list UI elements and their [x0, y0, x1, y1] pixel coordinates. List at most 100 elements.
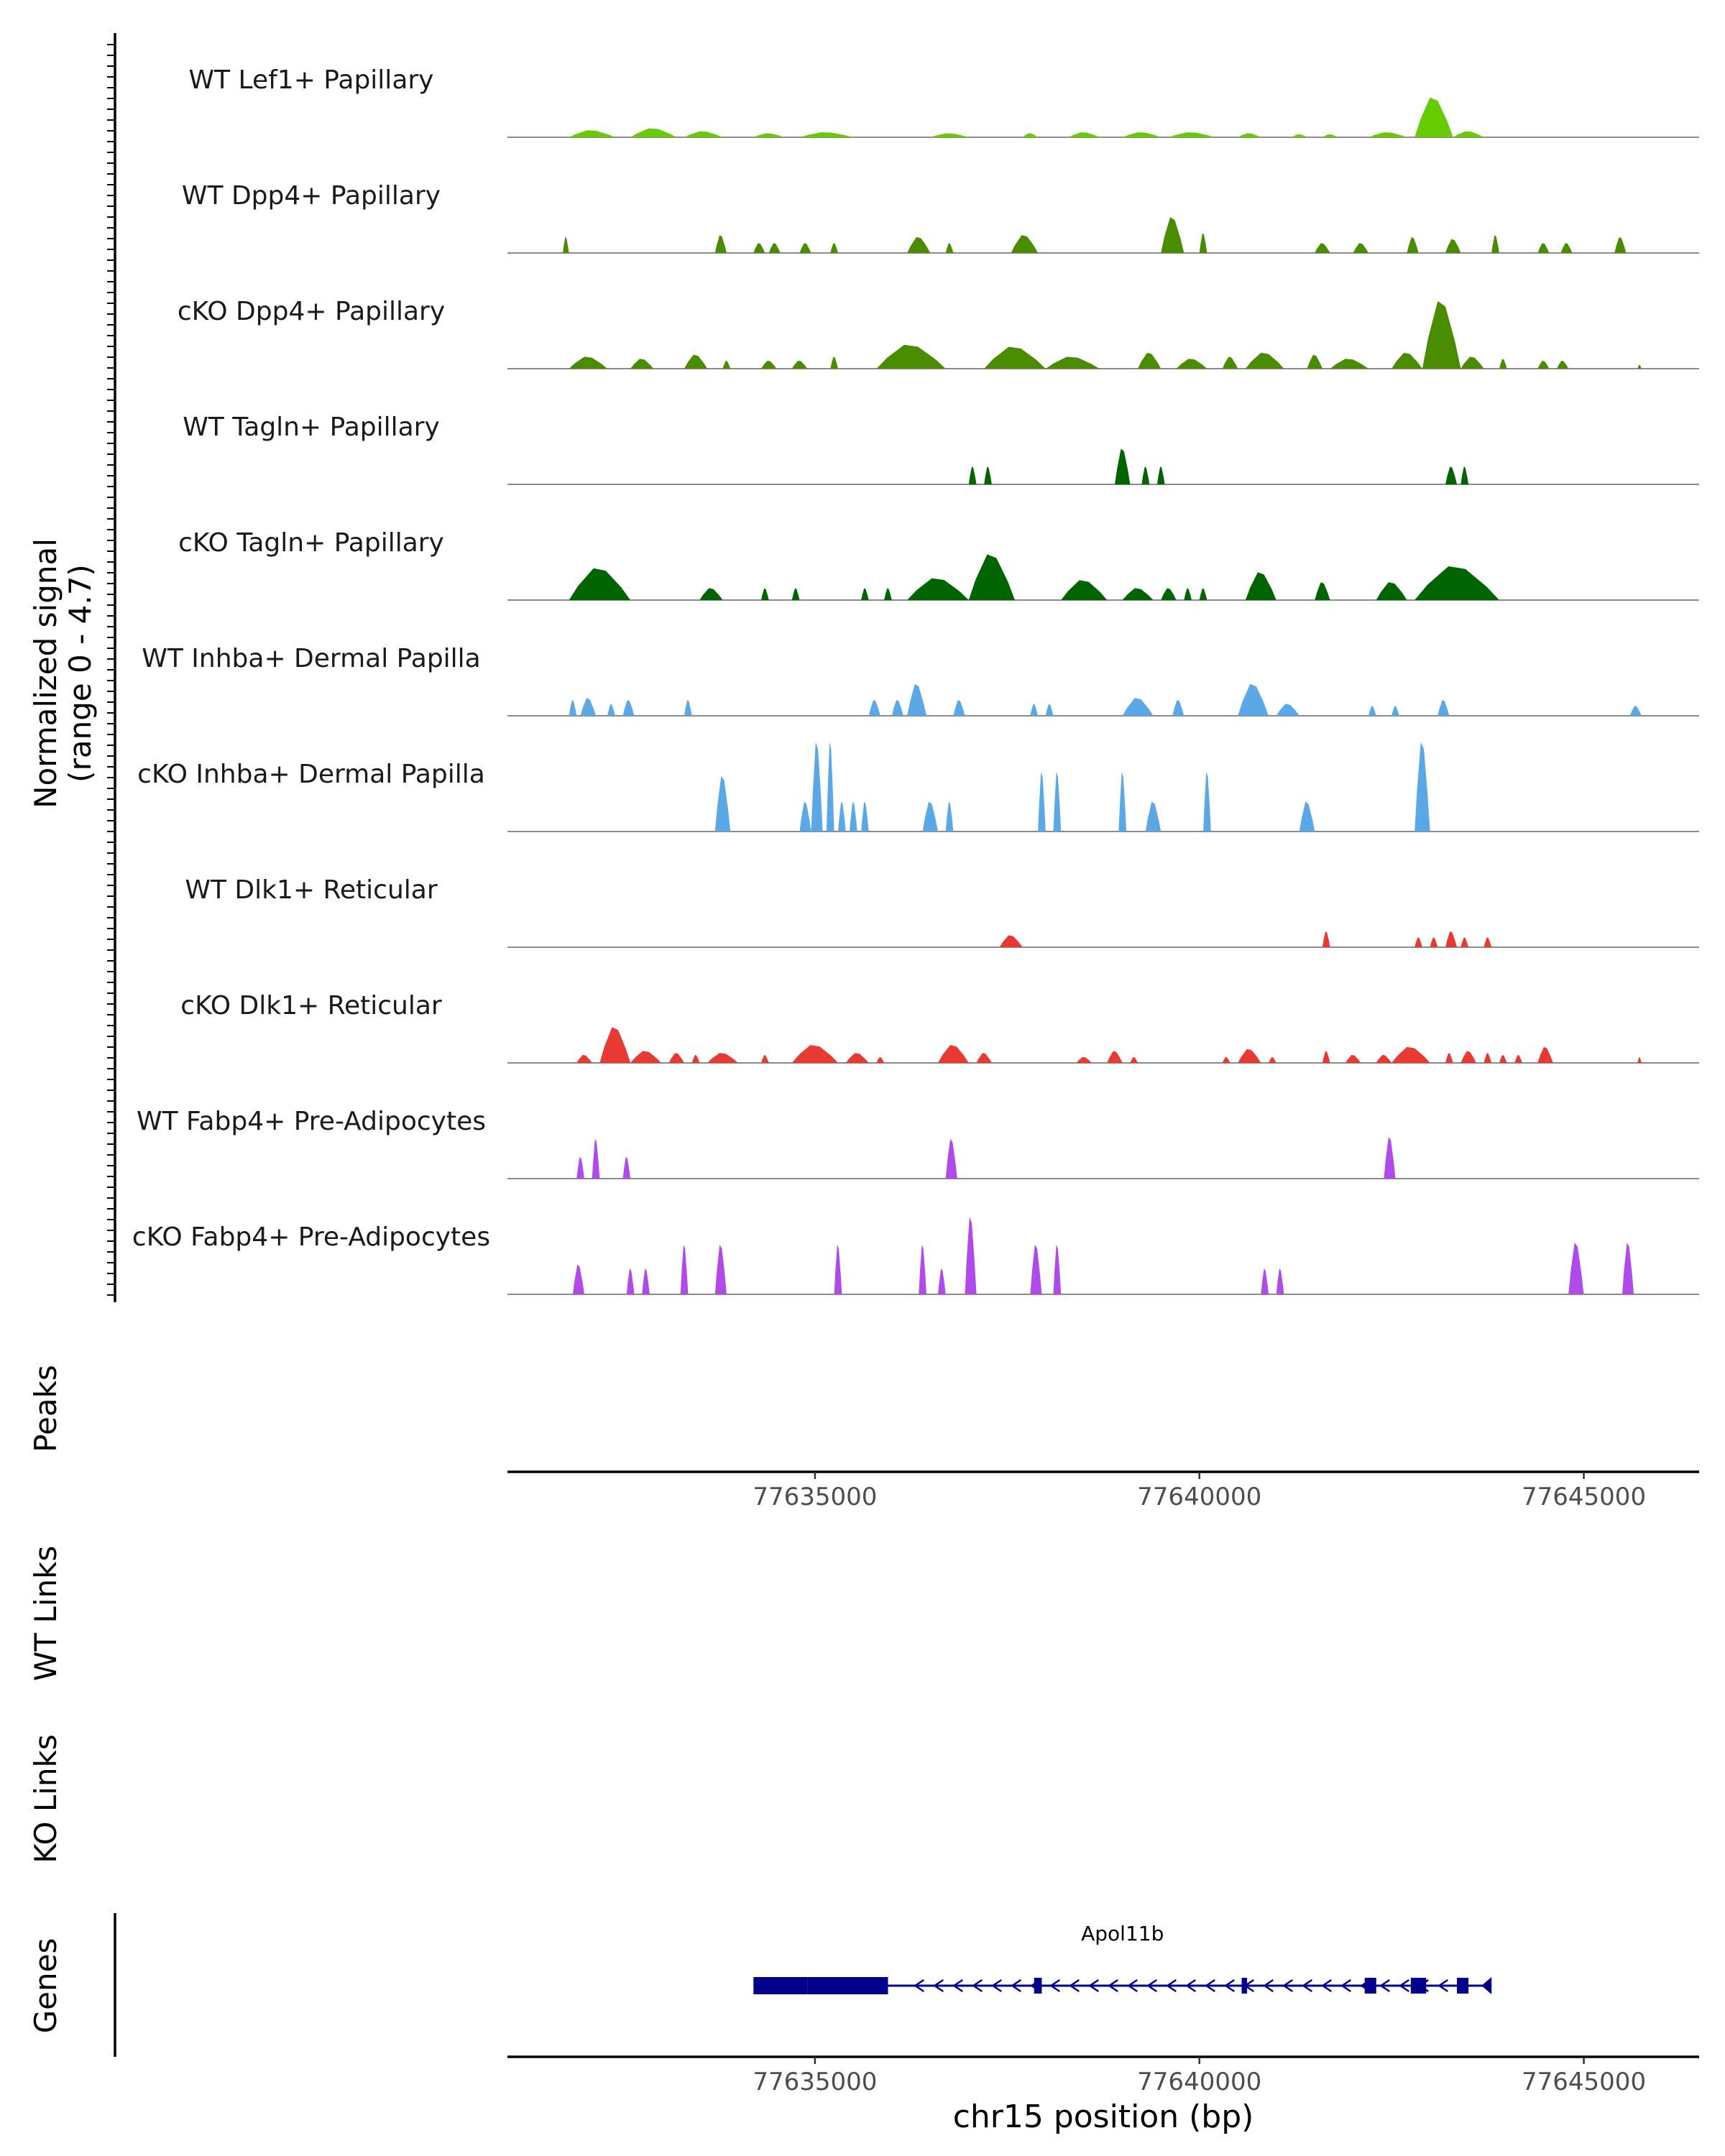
track-label: WT Dlk1+ Reticular: [185, 875, 437, 905]
coverage-peak: [1392, 706, 1399, 716]
track-label: WT Tagln+ Papillary: [183, 413, 440, 442]
coverage-peak: [984, 346, 1046, 369]
coverage-peak: [1629, 706, 1642, 716]
coverage-peak: [761, 588, 769, 600]
gene-strand-arrow: [1185, 1978, 1196, 1993]
track-5: cKO Tagln+ Papillary: [178, 528, 1699, 601]
signal-axis-label-line1: Normalized signal: [28, 538, 63, 808]
coverage-peak: [876, 1056, 885, 1063]
coverage-peak: [1414, 566, 1499, 600]
coverage-peak: [569, 356, 608, 369]
coverage-peak: [630, 128, 677, 137]
coverage-peak: [838, 801, 846, 831]
coverage-peak: [945, 1138, 957, 1179]
coverage-peak: [1368, 132, 1407, 137]
signal-axis-label-line2: (range 0 - 4.7): [63, 564, 98, 783]
coverage-peak: [1199, 233, 1208, 253]
coverage-peak: [907, 236, 931, 253]
coverage-peak: [684, 354, 708, 369]
genes-x-tick-label: 77640000: [1137, 2068, 1261, 2096]
coverage-peak: [707, 1053, 738, 1063]
peaks-x-tick-label: 77640000: [1137, 1483, 1261, 1511]
track-label: cKO Dpp4+ Papillary: [178, 297, 445, 326]
gene-strand-arrow: [1302, 1978, 1312, 1993]
gene-end-arrow: [1481, 1977, 1492, 1994]
coverage-peak: [799, 243, 811, 253]
track-9: cKO Dlk1+ Reticular: [180, 991, 1699, 1064]
coverage-peak: [572, 1264, 584, 1294]
coverage-peak: [1138, 352, 1162, 369]
coverage-peak: [1460, 1051, 1476, 1063]
gene-strand-arrow: [1011, 1978, 1021, 1993]
coverage-peak: [1222, 356, 1238, 369]
coverage-peak: [811, 742, 823, 831]
coverage-peak: [1122, 132, 1162, 137]
coverage-peak: [1622, 1243, 1634, 1294]
coverage-peak: [1107, 1051, 1123, 1063]
coverage-peak: [1330, 359, 1368, 369]
gene-exon: [1457, 1978, 1469, 1994]
coverage-peak: [1376, 582, 1407, 600]
coverage-peak: [691, 1054, 700, 1063]
coverage-peak: [1199, 588, 1208, 600]
coverage-peak: [1238, 1049, 1261, 1063]
coverage-peak: [1315, 243, 1330, 253]
coverage-peak: [1269, 1056, 1276, 1063]
track-11: cKO Fabp4+ Pre-Adipocytes: [132, 1217, 1699, 1295]
coverage-peak: [1414, 742, 1430, 831]
coverage-peak: [1568, 1243, 1584, 1294]
coverage-peak: [1172, 699, 1184, 716]
coverage-peak: [1038, 772, 1046, 831]
coverage-peak: [976, 1053, 992, 1063]
coverage-peak: [680, 1244, 689, 1294]
track-1: WT Lef1+ Papillary: [189, 65, 1699, 138]
coverage-peak: [1161, 588, 1177, 600]
coverage-peak: [1460, 356, 1484, 369]
coverage-peak: [1422, 301, 1461, 369]
gene-strand-arrow: [1166, 1978, 1177, 1993]
coverage-peak: [845, 1053, 869, 1063]
coverage-peak: [945, 801, 954, 831]
coverage-peak: [919, 1244, 926, 1294]
coverage-peak: [699, 588, 723, 600]
track-2: WT Dpp4+ Papillary: [182, 181, 1699, 254]
coverage-peak: [1045, 356, 1100, 369]
coverage-peak: [1292, 134, 1307, 137]
coverage-peak: [1445, 239, 1461, 253]
gene-strand-arrow: [1438, 1978, 1448, 1993]
coverage-peak: [1484, 1053, 1492, 1063]
coverage-peak: [984, 466, 992, 484]
gene-strand-arrow: [1205, 1978, 1215, 1993]
coverage-peak: [850, 801, 857, 831]
coverage-peak: [938, 1045, 969, 1063]
genes-label: Genes: [28, 1938, 63, 2034]
gene-strand-arrow: [1088, 1978, 1099, 1993]
gene-model: Apol11b: [753, 1922, 1492, 1994]
coverage-peak: [622, 699, 635, 716]
coverage-peak: [761, 360, 777, 369]
coverage-peak: [1407, 236, 1419, 253]
coverage-peak: [1030, 1244, 1042, 1294]
coverage-peak: [945, 243, 954, 253]
coverage-peak: [1460, 466, 1469, 484]
gene-strand-arrow: [1340, 1978, 1351, 1993]
coverage-peak: [907, 683, 926, 716]
coverage-tracks: WT Lef1+ Papillary WT Dpp4+ Papillary cKO …: [132, 65, 1699, 1295]
coverage-peak: [834, 1244, 842, 1294]
coverage-peak: [753, 133, 785, 137]
coverage-peak: [791, 1045, 838, 1063]
coverage-peak: [1118, 772, 1127, 831]
coverage-peak: [884, 588, 892, 600]
coverage-peak: [1322, 134, 1338, 137]
coverage-peak: [1637, 1056, 1642, 1063]
coverage-peak: [684, 131, 723, 137]
gene-strand-arrow: [1399, 1978, 1409, 1993]
genes-x-tick-label: 77635000: [753, 2068, 877, 2096]
coverage-peak: [922, 801, 938, 831]
coverage-peak: [1430, 937, 1438, 947]
coverage-peak: [630, 359, 654, 369]
gene-strand-arrow: [952, 1978, 963, 1993]
coverage-peak: [965, 1217, 977, 1294]
coverage-peak: [1061, 580, 1108, 600]
coverage-peak: [1537, 360, 1550, 369]
